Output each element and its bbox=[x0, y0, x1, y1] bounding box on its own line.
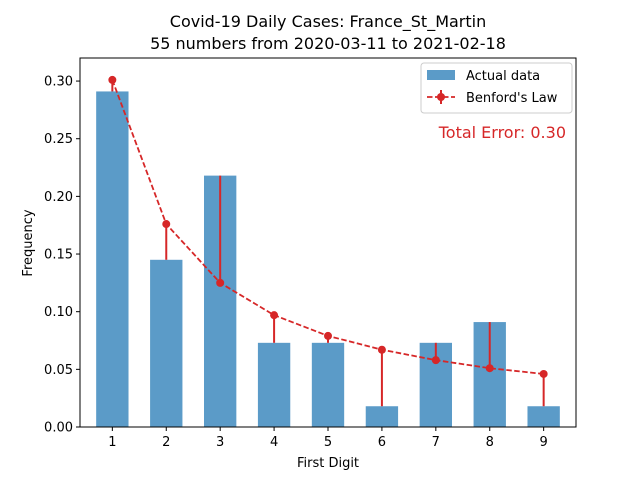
bar-digit-1 bbox=[96, 91, 129, 428]
bar-digit-5 bbox=[311, 342, 345, 427]
x-tick-label-6: 6 bbox=[378, 435, 386, 450]
legend-label-actual-data: Actual data bbox=[466, 69, 540, 84]
x-tick-label-9: 9 bbox=[540, 435, 548, 450]
legend-label-benford: Benford's Law bbox=[466, 91, 558, 106]
chart-subtitle: 55 numbers from 2020-03-11 to 2021-02-18 bbox=[150, 34, 506, 53]
y-tick-label-0.15: 0.15 bbox=[44, 248, 73, 263]
x-axis: 1 2 3 4 5 6 7 8 9 bbox=[108, 427, 548, 450]
benford-point-digit-6 bbox=[377, 345, 386, 354]
benford-point-digit-5 bbox=[324, 331, 332, 340]
y-tick-label-0.20: 0.20 bbox=[44, 190, 73, 205]
x-tick-label-1: 1 bbox=[108, 435, 116, 450]
bar-digit-2 bbox=[150, 259, 183, 427]
x-tick-label-4: 4 bbox=[270, 435, 278, 450]
legend-swatch-benford-marker bbox=[437, 93, 445, 101]
bar-digit-6 bbox=[365, 406, 399, 427]
y-tick-label-0.30: 0.30 bbox=[44, 75, 73, 90]
legend-box bbox=[420, 62, 573, 114]
benford-point-digit-2 bbox=[162, 220, 171, 229]
legend-swatch-actual-data bbox=[427, 70, 455, 80]
total-error-annotation: Total Error: 0.30 bbox=[438, 123, 566, 142]
bar-digit-4 bbox=[257, 342, 291, 427]
legend: Actual data Benford's Law bbox=[420, 62, 573, 114]
y-tick-label-0.05: 0.05 bbox=[44, 363, 73, 378]
benford-point-digit-7 bbox=[431, 356, 440, 365]
x-tick-label-8: 8 bbox=[486, 435, 494, 450]
y-tick-label-0.25: 0.25 bbox=[44, 132, 73, 147]
benford-point-digit-4 bbox=[270, 311, 279, 320]
y-tick-label-0.10: 0.10 bbox=[44, 305, 73, 320]
x-axis-label: First Digit bbox=[297, 456, 359, 471]
x-tick-label-7: 7 bbox=[432, 435, 440, 450]
bar-digit-9 bbox=[527, 406, 560, 427]
benford-point-digit-3 bbox=[216, 278, 225, 287]
y-axis: 0.00 0.05 0.10 0.15 0.20 0.25 0.30 bbox=[44, 75, 80, 436]
y-axis-label: Frequency bbox=[21, 209, 36, 276]
x-tick-label-5: 5 bbox=[324, 435, 332, 450]
x-tick-label-2: 2 bbox=[162, 435, 170, 450]
benford-point-digit-9 bbox=[539, 369, 548, 378]
benford-line-group bbox=[108, 75, 548, 378]
x-tick-label-3: 3 bbox=[216, 435, 224, 450]
y-tick-label-0.00: 0.00 bbox=[44, 421, 73, 436]
benford-point-digit-8 bbox=[485, 364, 494, 373]
benford-point-digit-1 bbox=[108, 75, 117, 84]
bars-group bbox=[96, 91, 560, 428]
chart-title: Covid-19 Daily Cases: France_St_Martin bbox=[170, 12, 486, 32]
